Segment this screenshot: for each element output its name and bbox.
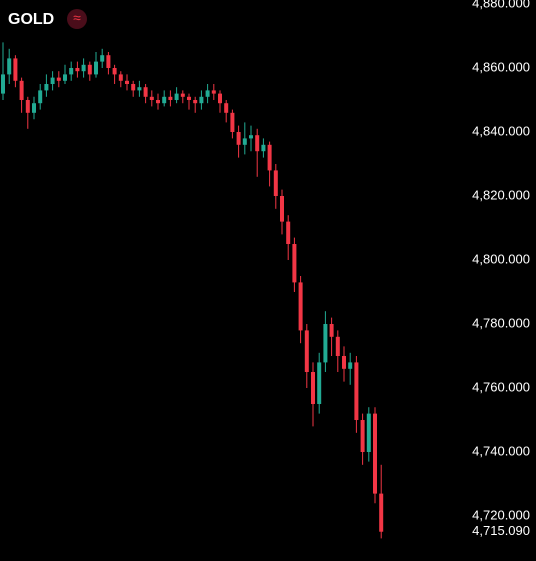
candle-body [149, 96, 154, 101]
candle-body [112, 68, 117, 75]
candle-body [156, 100, 160, 104]
candle-body [255, 135, 260, 152]
candle-body [218, 93, 222, 104]
candle-body [329, 324, 334, 337]
candle-body [168, 96, 173, 101]
candle-body [342, 356, 346, 369]
y-tick-label: 4,740.000 [472, 443, 530, 458]
y-tick-label: 4,820.000 [472, 187, 530, 202]
badge: ≈ [73, 10, 81, 26]
candle-body [19, 80, 24, 101]
candle-body [304, 330, 309, 373]
y-tick-label: 4,880.000 [472, 0, 530, 10]
candle-body [162, 96, 167, 104]
y-tick-label: 4,800.000 [472, 251, 530, 266]
candle-body [267, 144, 272, 171]
candle-body [236, 132, 241, 145]
candle-body [137, 87, 142, 91]
candle-body [311, 372, 315, 405]
candle-body [13, 58, 18, 81]
candle-body [335, 336, 340, 357]
candle-body [38, 90, 43, 104]
candle-body [32, 103, 36, 113]
chart-title: GOLD [8, 11, 54, 28]
last-price-label: 4,715.090 [472, 523, 530, 538]
candle-body [298, 282, 303, 331]
candle-body [249, 135, 253, 139]
candle-body [373, 413, 377, 494]
candle-body [242, 138, 247, 145]
candle-body [348, 362, 353, 369]
candle-body [211, 90, 216, 94]
candle-body [379, 493, 384, 532]
candle-body [354, 362, 359, 421]
candle-body [187, 96, 191, 101]
candle-body [292, 244, 297, 283]
candle-body [63, 74, 67, 81]
candle-body [56, 77, 61, 81]
y-tick-label: 4,760.000 [472, 379, 530, 394]
candle-body [87, 64, 92, 75]
candle-body [280, 196, 284, 222]
candle-body [75, 68, 80, 72]
candle-body [1, 74, 5, 94]
candle-body [174, 93, 179, 101]
candle-body [199, 96, 204, 104]
candle-body [44, 84, 49, 91]
y-tick-label: 4,840.000 [472, 123, 530, 138]
candle-body [230, 112, 235, 133]
y-tick-label: 4,720.000 [472, 507, 530, 522]
badge-bg [67, 9, 87, 29]
candle-body [106, 55, 111, 69]
candle-body [323, 324, 328, 363]
candle-body [100, 55, 105, 62]
candle-body [180, 93, 185, 97]
candle-body [143, 87, 148, 97]
candle-body [273, 170, 278, 197]
candle-body [81, 64, 86, 72]
candle-body [25, 100, 30, 113]
candle-body [205, 90, 210, 97]
candle-body [193, 100, 198, 104]
candle-body [286, 221, 291, 245]
candle-body [118, 74, 123, 81]
candle-body [131, 84, 136, 91]
candle-body [224, 103, 229, 113]
candle-body [7, 58, 12, 75]
candle-body [125, 80, 129, 85]
y-tick-label: 4,780.000 [472, 315, 530, 330]
candle-body [69, 68, 74, 75]
candle-body [360, 420, 365, 453]
y-tick-label: 4,860.000 [472, 59, 530, 74]
candle-body [317, 362, 322, 405]
candle-body [261, 144, 266, 152]
candle-body [50, 77, 55, 85]
candle-body [94, 61, 98, 75]
candle-body [366, 413, 371, 453]
